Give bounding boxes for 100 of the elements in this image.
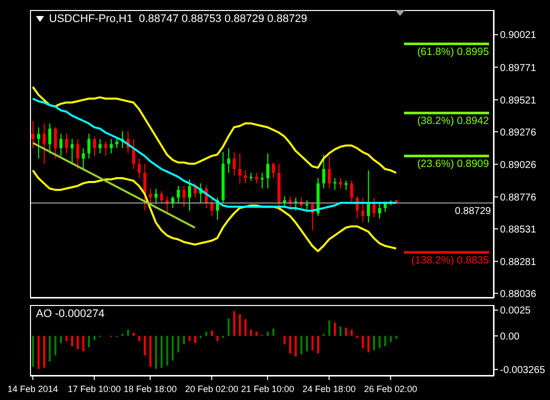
y-tick-label: 0.00 bbox=[500, 331, 520, 342]
bar bbox=[378, 336, 381, 348]
bar bbox=[289, 336, 292, 354]
candlestick bbox=[48, 122, 52, 154]
candlestick bbox=[154, 188, 158, 205]
y-tick-label: 0.88281 bbox=[500, 256, 537, 268]
candlestick bbox=[65, 133, 68, 154]
bar bbox=[38, 336, 40, 369]
candlestick bbox=[92, 136, 96, 156]
x-tick-label: 21 Feb 10:00 bbox=[241, 384, 294, 394]
candlestick bbox=[333, 178, 336, 190]
candlestick bbox=[338, 178, 342, 190]
line-series bbox=[32, 169, 398, 252]
candlestick bbox=[32, 120, 34, 149]
bar bbox=[306, 336, 308, 352]
candlestick bbox=[227, 148, 230, 174]
bar bbox=[132, 332, 135, 336]
bar bbox=[334, 322, 336, 336]
candlestick bbox=[266, 152, 270, 190]
bar bbox=[205, 332, 208, 336]
bar bbox=[43, 336, 46, 368]
bar bbox=[177, 336, 180, 352]
candlestick bbox=[42, 122, 46, 164]
candlestick bbox=[160, 190, 164, 204]
bar bbox=[60, 336, 62, 344]
y-tick-label: 0.89771 bbox=[500, 62, 537, 74]
x-tick-label: 14 Feb 2014 bbox=[8, 384, 58, 394]
bar bbox=[172, 336, 174, 361]
candlestick bbox=[110, 138, 113, 154]
bar bbox=[339, 326, 342, 336]
candlestick bbox=[176, 185, 180, 204]
candlestick bbox=[361, 197, 364, 223]
candlestick bbox=[143, 163, 146, 212]
candlestick bbox=[255, 172, 258, 184]
ref-line-label: (38.2%) 0.8942 bbox=[417, 114, 490, 127]
candlestick bbox=[328, 155, 331, 190]
bar bbox=[160, 336, 163, 368]
bar bbox=[328, 320, 330, 336]
bar bbox=[250, 330, 252, 336]
line-series bbox=[32, 86, 398, 174]
bar bbox=[82, 336, 84, 352]
bar bbox=[210, 330, 213, 336]
bar bbox=[300, 336, 302, 354]
candlestick bbox=[171, 196, 174, 209]
candlestick bbox=[372, 197, 376, 218]
candlestick bbox=[232, 152, 236, 176]
bar bbox=[93, 336, 96, 340]
candlestick bbox=[87, 133, 90, 160]
bar bbox=[244, 319, 246, 336]
candlestick bbox=[37, 126, 40, 160]
y-tick-label: 0.89026 bbox=[500, 160, 537, 171]
candlestick bbox=[132, 138, 136, 170]
bar bbox=[194, 336, 196, 344]
bar bbox=[166, 336, 168, 366]
bar bbox=[216, 336, 218, 342]
y-tick-label: 0.0025 bbox=[500, 306, 532, 317]
ref-line-label: (61.8%) 0.8995 bbox=[417, 46, 490, 58]
bar bbox=[32, 336, 34, 367]
x-tick-label: 20 Feb 02:00 bbox=[185, 384, 238, 394]
bar bbox=[312, 336, 314, 350]
candlestick bbox=[378, 202, 382, 220]
bar bbox=[294, 336, 297, 356]
x-tick-label: 24 Feb 18:00 bbox=[302, 384, 356, 394]
candlestick bbox=[182, 185, 186, 208]
candlestick bbox=[188, 178, 192, 212]
candlestick bbox=[366, 170, 370, 223]
chart-title: AO -0.000274 bbox=[36, 308, 104, 320]
candlestick bbox=[272, 162, 275, 179]
bar bbox=[284, 336, 286, 344]
bar bbox=[350, 330, 353, 336]
candlestick bbox=[54, 126, 57, 160]
bar bbox=[266, 332, 269, 336]
candlestick bbox=[70, 138, 74, 164]
y-tick-label: 0.89276 bbox=[500, 127, 537, 138]
bar bbox=[256, 332, 258, 336]
ref-line-label: (23.6%) 0.8909 bbox=[417, 158, 490, 170]
bar bbox=[66, 336, 68, 342]
bar bbox=[228, 318, 230, 336]
bar bbox=[138, 336, 140, 342]
bar bbox=[127, 330, 130, 336]
bar bbox=[88, 336, 90, 348]
candlestick bbox=[59, 133, 62, 156]
bar bbox=[362, 336, 364, 348]
bar bbox=[367, 336, 370, 352]
y-tick-label: 0.88531 bbox=[500, 224, 537, 236]
candlestick bbox=[76, 138, 80, 170]
bar bbox=[238, 314, 241, 336]
candlestick bbox=[104, 141, 108, 156]
y-tick-label: 0.88036 bbox=[500, 288, 537, 300]
bar bbox=[395, 336, 398, 339]
bar bbox=[373, 336, 376, 350]
bar bbox=[345, 328, 348, 336]
candlestick bbox=[322, 154, 326, 190]
bar bbox=[182, 336, 185, 344]
bar bbox=[233, 311, 236, 336]
candlestick bbox=[115, 138, 118, 149]
x-tick-label: 17 Feb 10:00 bbox=[68, 384, 121, 394]
candlestick bbox=[350, 180, 354, 204]
bar bbox=[144, 336, 146, 356]
y-tick-label: -0.003265 bbox=[500, 365, 546, 376]
